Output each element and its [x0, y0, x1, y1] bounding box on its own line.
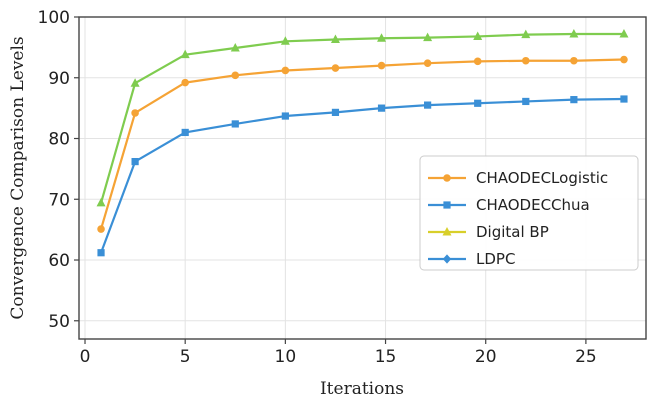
legend-entries: CHAODECLogistic CHAODECChua Digital BP LDPC [428, 169, 608, 268]
series-line [100, 97, 624, 254]
y-tick-label: 70 [48, 190, 70, 210]
data-point [570, 96, 578, 104]
axis-ticks: 50 60 70 80 90 100 0 5 10 15 20 25 [38, 8, 597, 367]
data-point [619, 29, 629, 38]
x-tick-label: 20 [475, 347, 497, 367]
legend: CHAODECLogistic CHAODECChua Digital BP LDPC [419, 155, 639, 271]
legend-swatch-marker [443, 201, 451, 209]
legend-label: Digital BP [476, 223, 549, 241]
legend-box [419, 155, 639, 271]
y-tick-label: 60 [48, 251, 70, 271]
data-point [231, 71, 240, 80]
data-point [280, 36, 290, 45]
data-point [131, 109, 139, 117]
data-point [281, 112, 289, 120]
data-point [331, 108, 340, 116]
data-point [521, 29, 531, 39]
legend-entry: CHAODECChua [428, 196, 590, 214]
data-point [97, 249, 105, 257]
y-tick-label: 100 [38, 8, 70, 28]
x-tick-label: 15 [375, 347, 397, 367]
data-point [180, 49, 190, 59]
data-point [569, 29, 579, 38]
data-point [131, 157, 139, 166]
series-line [99, 58, 624, 230]
data-point [181, 128, 189, 137]
legend-entry: LDPC [428, 250, 515, 268]
data-point [423, 59, 432, 67]
y-axis-title: Convergence Comparison Levels [8, 36, 28, 319]
y-tick-label: 80 [48, 130, 70, 150]
x-tick-label: 10 [275, 347, 297, 367]
data-point [331, 64, 340, 72]
data-point [230, 42, 240, 52]
legend-label: CHAODECLogistic [476, 169, 608, 187]
series-layer [96, 29, 629, 257]
data-point [377, 61, 386, 70]
legend-label: CHAODECChua [476, 196, 590, 214]
legend-swatch-marker [442, 227, 452, 236]
legend-swatch-marker [442, 254, 452, 264]
legend-swatch-marker [443, 174, 451, 182]
data-point [474, 99, 482, 107]
series-2 [96, 29, 629, 207]
data-point [620, 95, 628, 103]
data-point [473, 31, 483, 40]
data-point [281, 66, 290, 75]
data-point [130, 78, 140, 87]
data-point [424, 101, 432, 109]
series-0 [97, 55, 628, 233]
x-tick-label: 5 [180, 347, 191, 367]
data-point [522, 97, 530, 106]
y-tick-label: 50 [48, 312, 70, 332]
data-point [570, 56, 578, 65]
data-point [181, 78, 189, 87]
data-point [97, 225, 105, 233]
data-point [620, 55, 628, 64]
legend-entry: Digital BP [428, 223, 549, 241]
data-point [423, 32, 433, 42]
data-point [377, 33, 387, 42]
plot-frame [78, 16, 647, 340]
x-tick-label: 25 [575, 347, 597, 367]
x-axis-title: Iterations [320, 379, 404, 399]
data-point [521, 56, 530, 65]
data-point [330, 34, 340, 43]
data-point [377, 104, 386, 112]
x-tick-label: 0 [80, 347, 91, 367]
series-1 [97, 95, 628, 257]
legend-label: LDPC [476, 250, 515, 268]
series-line [99, 32, 624, 204]
y-tick-label: 90 [48, 69, 70, 89]
data-point [473, 57, 482, 66]
legend-entry: CHAODECLogistic [428, 169, 608, 187]
data-point [96, 197, 106, 207]
data-point [231, 120, 239, 128]
